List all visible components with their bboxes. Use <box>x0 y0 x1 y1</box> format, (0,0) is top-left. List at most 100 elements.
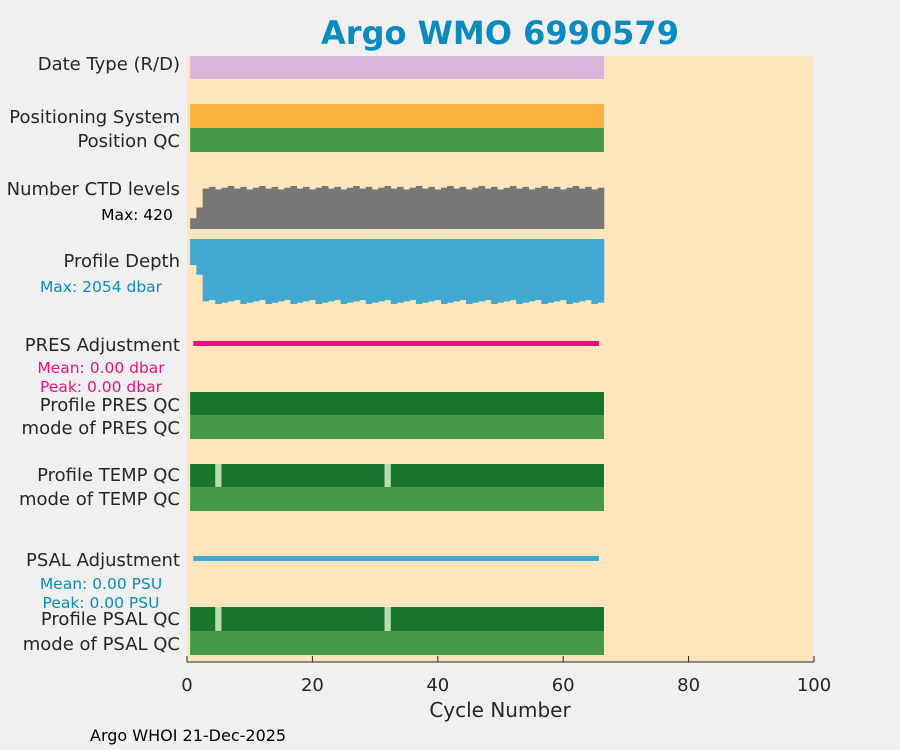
row-label-psal-adjustment: PSAL Adjustment <box>26 550 180 571</box>
bar-profile-depth-cycle-21 <box>315 239 323 304</box>
row-label-profile-depth: Profile Depth <box>63 251 180 272</box>
bar-ctd-levels-cycle-53 <box>516 188 523 229</box>
bar-profile-depth-cycle-37 <box>415 239 423 304</box>
bar-profile-depth-cycle-42 <box>447 239 454 303</box>
bar-profile-depth-cycle-24 <box>334 239 341 301</box>
bar-profile-depth-cycle-63 <box>578 239 586 302</box>
bar-profile-depth-cycle-51 <box>503 239 511 302</box>
bar-profile-depth-cycle-60 <box>560 239 567 301</box>
bar-ctd-levels-cycle-34 <box>397 186 404 229</box>
x-tick-label-80: 80 <box>677 675 700 696</box>
row-label-mode-temp-qc: mode of TEMP QC <box>19 489 180 510</box>
bar-ctd-levels-cycle-1 <box>190 218 197 229</box>
bar-ctd-levels-cycle-18 <box>296 188 304 229</box>
bar-profile-depth-cycle-23 <box>328 239 335 302</box>
bar-profile-depth-cycle-66 <box>597 239 605 303</box>
bar-profile-depth-cycle-9 <box>240 239 247 304</box>
bar-profile-depth-cycle-36 <box>409 239 417 301</box>
bar-profile-depth-cycle-43 <box>453 239 461 302</box>
bar-ctd-levels-cycle-32 <box>384 186 392 229</box>
row-label-mode-psal-qc: mode of PSAL QC <box>23 634 180 655</box>
bar-profile-depth-cycle-20 <box>309 239 316 301</box>
bar-ctd-levels-cycle-42 <box>447 186 454 229</box>
bar-ctd-levels-cycle-51 <box>503 187 511 229</box>
bar-profile-depth-cycle-57 <box>541 239 548 304</box>
bar-profile-depth-cycle-5 <box>215 239 222 304</box>
x-tick-label-40: 40 <box>426 675 449 696</box>
bar-ctd-levels-cycle-20 <box>309 189 316 229</box>
bar-profile-temp-qc <box>190 464 604 487</box>
bar-ctd-levels-cycle-2 <box>196 207 203 229</box>
bar-ctd-levels-cycle-16 <box>284 187 291 229</box>
bar-mode-temp-qc <box>190 487 604 511</box>
bar-ctd-levels-cycle-55 <box>528 189 536 229</box>
bar-ctd-levels-cycle-14 <box>271 186 279 229</box>
bar-ctd-levels-cycle-3 <box>202 188 210 229</box>
bar-profile-depth-cycle-22 <box>321 239 329 303</box>
bar-profile-depth-cycle-47 <box>478 239 486 302</box>
bar-profile-depth-cycle-39 <box>428 239 435 302</box>
bar-ctd-levels-cycle-54 <box>522 186 530 229</box>
bar-ctd-levels-cycle-48 <box>484 188 492 229</box>
bar-ctd-levels-cycle-4 <box>208 186 216 229</box>
bar-profile-depth-cycle-25 <box>340 239 348 304</box>
bar-ctd-levels-cycle-47 <box>478 186 486 229</box>
bar-ctd-levels-cycle-66 <box>597 187 605 229</box>
bar-ctd-levels-cycle-9 <box>240 186 247 229</box>
bar-ctd-levels-cycle-39 <box>428 186 435 229</box>
bar-ctd-levels-cycle-41 <box>440 187 448 229</box>
bar-ctd-levels-cycle-8 <box>234 188 241 229</box>
bar-profile-depth-cycle-1 <box>190 239 197 265</box>
bar-profile-depth-cycle-48 <box>484 239 492 301</box>
bar-ctd-levels-cycle-61 <box>566 187 573 229</box>
bar-ctd-levels-cycle-43 <box>453 188 461 229</box>
bar-profile-pres-qc <box>190 392 604 415</box>
bar-ctd-levels-cycle-62 <box>572 186 580 229</box>
row-label-pres-adjustment: PRES Adjustment <box>25 335 180 356</box>
bar-ctd-levels-cycle-38 <box>422 188 429 229</box>
bar-ctd-levels-cycle-59 <box>553 186 561 229</box>
chart-title: Argo WMO 6990579 <box>321 14 679 52</box>
flag-profile-psal-qc-cycle-32 <box>384 607 391 631</box>
bar-profile-depth-cycle-58 <box>547 239 555 303</box>
bar-ctd-levels-cycle-22 <box>321 186 329 229</box>
x-tick-label-0: 0 <box>181 675 192 696</box>
x-tick-label-20: 20 <box>301 675 324 696</box>
bar-ctd-levels-cycle-65 <box>591 189 598 229</box>
bar-profile-depth-cycle-52 <box>509 239 517 301</box>
bar-profile-depth-cycle-12 <box>259 239 266 301</box>
bar-profile-depth-cycle-30 <box>371 239 379 303</box>
bar-profile-depth-cycle-32 <box>384 239 392 301</box>
bar-profile-depth-cycle-45 <box>466 239 473 304</box>
bar-profile-depth-cycle-65 <box>591 239 598 304</box>
row-sublabel-psal-adjustment-2: Peak: 0.00 PSU <box>43 594 160 612</box>
bar-profile-depth-cycle-29 <box>365 239 373 304</box>
bar-profile-depth-cycle-40 <box>434 239 442 301</box>
bar-pres-adjustment <box>193 341 599 346</box>
bar-ctd-levels-cycle-57 <box>541 186 548 229</box>
bar-ctd-levels-cycle-63 <box>578 188 586 229</box>
bar-ctd-levels-cycle-5 <box>215 189 222 229</box>
bar-profile-depth-cycle-18 <box>296 239 304 303</box>
bar-profile-depth-cycle-46 <box>472 239 479 303</box>
bar-profile-depth-cycle-14 <box>271 239 279 303</box>
bar-ctd-levels-cycle-45 <box>466 189 473 229</box>
bar-ctd-levels-cycle-21 <box>315 187 323 229</box>
bar-profile-depth-cycle-33 <box>390 239 398 304</box>
bar-ctd-levels-cycle-33 <box>390 188 398 229</box>
bar-ctd-levels-cycle-64 <box>585 186 592 229</box>
bar-profile-depth-cycle-2 <box>196 239 203 275</box>
row-sublabel-psal-adjustment-1: Mean: 0.00 PSU <box>40 575 162 593</box>
bar-mode-psal-qc <box>190 631 604 655</box>
bar-ctd-levels-cycle-36 <box>409 187 417 229</box>
bar-psal-adjustment <box>193 556 599 561</box>
flag-profile-temp-qc-cycle-32 <box>384 464 391 487</box>
bar-profile-depth-cycle-26 <box>346 239 354 303</box>
bar-profile-depth-cycle-7 <box>227 239 235 302</box>
bar-ctd-levels-cycle-24 <box>334 186 341 229</box>
bar-profile-depth-cycle-44 <box>459 239 467 301</box>
bar-profile-depth-cycle-35 <box>403 239 410 302</box>
bar-profile-depth-cycle-10 <box>246 239 254 303</box>
bar-ctd-levels-cycle-12 <box>259 186 266 229</box>
